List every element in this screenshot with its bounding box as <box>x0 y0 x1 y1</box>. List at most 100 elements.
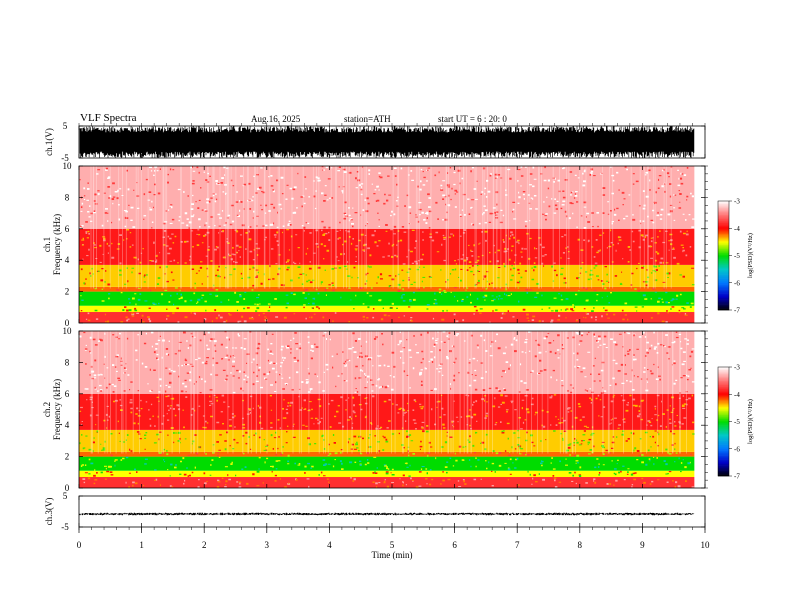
ch1-spectrogram-colorbar-segment <box>718 286 729 289</box>
ch2-spectrogram-colorbar-segment <box>718 441 729 444</box>
ch2-spectrogram-colorbar-segment <box>718 467 729 470</box>
ch2-spectrogram-colorbar-segment <box>718 439 729 441</box>
ch1-spectrogram-colorbar-segment <box>718 281 729 284</box>
x-tick-label-1: 1 <box>139 540 144 550</box>
x-tick-label-2: 2 <box>202 540 207 550</box>
ch2-spectrogram-colorbar-segment <box>718 469 729 471</box>
ch1-spectrogram-colorbar-segment <box>718 293 729 296</box>
ch1-spectrogram-colorbar-segment <box>718 259 729 262</box>
ch1-spectrogram-band-6 <box>79 166 695 229</box>
ch2-spectrogram-colorbar-segment <box>718 422 729 425</box>
ch3-waveform-ylabel: ch.3(V) <box>44 498 54 526</box>
ch1-spectrogram-colorbar-segment <box>718 226 729 229</box>
ch2-spectrogram-colorbar-segment <box>718 369 729 372</box>
ch2-spectrogram-colorbar-segment <box>718 394 729 396</box>
x-tick-label-4: 4 <box>327 540 332 550</box>
ch1-spectrogram-band-2-speckle-lo <box>81 291 689 306</box>
ch1-spectrogram-colorbar-segment <box>718 288 729 290</box>
ch1-waveform-ylabel: ch.1(V) <box>44 128 54 156</box>
ch2-spectrogram-ylabel: Frequency (kHz) <box>52 379 62 440</box>
ch1-spectrogram-colorbar-segment <box>718 265 729 267</box>
ch1-spectrogram-colorbar-segment <box>718 301 729 304</box>
ch2-spectrogram-colorbar-segment <box>718 435 729 437</box>
ch2-spectrogram-cells <box>79 331 695 488</box>
ch1-spectrogram-ytick-label-3: 6 <box>65 224 70 234</box>
ch2-spectrogram-colorbar-segment <box>718 406 729 409</box>
ch1-spectrogram-ytick-label-2: 4 <box>65 255 70 265</box>
ch2-spectrogram-colorbar-segment <box>718 463 729 466</box>
ch2-spectrogram-colorbar-segment <box>718 395 729 398</box>
ch1-spectrogram-streaks <box>90 166 672 289</box>
ch2-spectrogram-colorbar-segment <box>718 367 729 369</box>
ch2-spectrogram-colorbar-tick-label-4: -7 <box>734 473 740 481</box>
ch1-spectrogram-colorbar-label: log(PSD)(V²/Hz) <box>747 233 754 278</box>
ch2-spectrogram-ylabel-channel: ch.2 <box>42 402 52 417</box>
ch2-spectrogram-colorbar-segment <box>718 452 729 455</box>
ch1-spectrogram-colorbar-segment <box>718 273 729 275</box>
ch2-spectrogram-colorbar-segment <box>718 451 729 454</box>
ch1-spectrogram-band-1 <box>79 305 695 313</box>
ch2-spectrogram-colorbar-segment <box>718 459 729 462</box>
ch2-spectrogram-colorbar-segment <box>718 413 729 415</box>
ch1-spectrogram-colorbar-segment <box>718 237 729 240</box>
ch1-spectrogram-colorbar-tick-label-3: -6 <box>734 279 740 287</box>
ch1-spectrogram-colorbar-segment <box>718 263 729 266</box>
ch1-spectrogram-colorbar-segment <box>718 271 729 274</box>
ch1-spectrogram-colorbar-segment <box>718 232 729 234</box>
ch2-spectrogram-colorbar-segment <box>718 417 729 420</box>
ch1-spectrogram-colorbar-segment <box>718 307 729 309</box>
ch1-spectrogram-colorbar-segment <box>718 258 729 260</box>
ch1-spectrogram-colorbar-segment <box>718 255 729 258</box>
ch3-waveform-ytick-label-1: -5 <box>61 522 69 532</box>
ch3-waveform-ytick-label-0: 5 <box>63 491 68 501</box>
ch2-spectrogram-colorbar-segment <box>718 461 729 463</box>
ch1-spectrogram-colorbar-segment <box>718 278 729 281</box>
ch2-spectrogram-colorbar-segment <box>718 424 729 426</box>
x-tick-label-9: 9 <box>640 540 645 550</box>
ch2-spectrogram-colorbar-segment <box>718 426 729 429</box>
ch1-spectrogram-colorbar-segment <box>718 245 729 248</box>
ch2-spectrogram-band-6 <box>79 331 695 394</box>
ch1-spectrogram-colorbar-segment <box>718 233 729 236</box>
ch2-spectrogram-colorbar-segment <box>718 384 729 387</box>
ch2-spectrogram-band-6-speckle-lo <box>83 331 694 395</box>
ch2-spectrogram-band-0 <box>79 477 695 488</box>
ch2-spectrogram-colorbar-segment <box>718 391 729 394</box>
ch1-spectrogram-colorbar-tick-label-2: -5 <box>734 252 740 260</box>
ch1-spectrogram-colorbar-segment <box>718 207 729 210</box>
ch2-spectrogram-colorbar-segment <box>718 375 729 377</box>
ch1-spectrogram-colorbar-segment <box>718 275 729 278</box>
ch2-spectrogram-streaks <box>90 331 687 454</box>
x-tick-label-8: 8 <box>578 540 583 550</box>
ch1-spectrogram-colorbar-segment <box>718 230 729 233</box>
ch1-spectrogram-colorbar-segment <box>718 262 729 264</box>
ch2-spectrogram-colorbar-segment <box>718 396 729 399</box>
ch2-spectrogram-colorbar-segment <box>718 379 729 381</box>
ch2-spectrogram-colorbar-segment <box>718 383 729 386</box>
ch2-spectrogram-colorbar-segment <box>718 401 729 403</box>
ch2-spectrogram-colorbar-segment <box>718 429 729 432</box>
station-label: station=ATH <box>344 114 391 124</box>
ch2-spectrogram-colorbar-tick-label-3: -6 <box>734 445 740 453</box>
ch2-spectrogram-colorbar-segment <box>718 450 729 452</box>
ch2-spectrogram-band-0-speckle-lo <box>87 477 687 488</box>
ch2-spectrogram-colorbar-segment <box>718 416 729 418</box>
ch1-spectrogram-colorbar-segment <box>718 305 729 308</box>
ch2-spectrogram-band-3 <box>79 451 695 457</box>
ch2-spectrogram-colorbar-segment <box>718 428 729 430</box>
ch1-spectrogram-colorbar-segment <box>718 221 729 224</box>
ch2-spectrogram-colorbar-segment <box>718 474 729 477</box>
ch1-spectrogram-colorbar-segment <box>718 235 729 237</box>
x-axis-label: Time (min) <box>372 550 413 560</box>
ch1-spectrogram-ylabel: Frequency (kHz) <box>52 214 62 275</box>
x-tick-label-6: 6 <box>452 540 457 550</box>
ch1-spectrogram-ytick-label-0: 0 <box>65 318 70 328</box>
ch1-spectrogram-colorbar-segment <box>718 201 729 203</box>
ch1-spectrogram-colorbar-segment <box>718 211 729 214</box>
ch2-spectrogram-colorbar-segment <box>718 418 729 421</box>
ch2-spectrogram-ytick-label-0: 0 <box>65 483 70 493</box>
ch1-spectrogram-colorbar-segment <box>718 202 729 205</box>
ch2-spectrogram-colorbar-segment <box>718 471 729 474</box>
ch2-spectrogram-colorbar-segment <box>718 444 729 447</box>
ch2-spectrogram-colorbar-segment <box>718 381 729 384</box>
